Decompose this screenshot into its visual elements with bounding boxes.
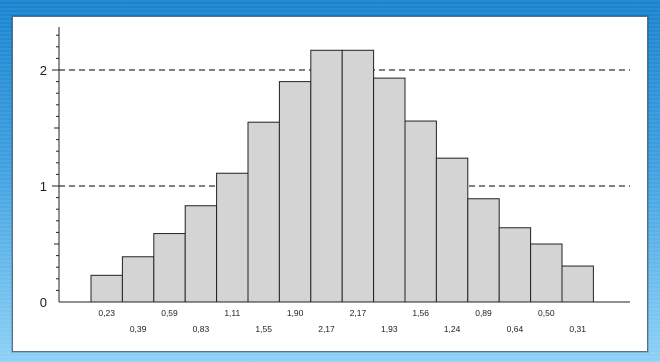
y-tick-label-1: 1 (40, 179, 47, 194)
bar-value-label-3: 0,83 (193, 324, 210, 334)
chart-panel: 0 1 2 0,23 0,39 0,59 0,83 1,11 1,55 1,90 2,17 2,17… (12, 16, 648, 352)
bar-value-label-14: 0,50 (538, 308, 555, 318)
y-tick-labels: 0 1 2 (40, 63, 47, 310)
bar-value-label-8: 2,17 (350, 308, 367, 318)
bar-13 (498, 227, 532, 303)
bar-5 (247, 121, 280, 303)
histogram-chart: 0 1 2 0,23 0,39 0,59 0,83 1,11 1,55 1,90 2,17 2,17… (40, 27, 630, 334)
bar-2 (153, 233, 186, 303)
bar-1 (121, 256, 155, 303)
bar-value-label-2: 0,59 (161, 308, 178, 318)
bar-value-label-1: 0,39 (130, 324, 147, 334)
bar-value-label-5: 1,55 (255, 324, 272, 334)
bars (90, 49, 594, 303)
bar-value-labels: 0,23 0,39 0,59 0,83 1,11 1,55 1,90 2,17 2,17 1,93… (98, 308, 586, 334)
bar-14 (530, 243, 563, 303)
bar-value-label-10: 1,56 (412, 308, 429, 318)
bar-3 (184, 205, 218, 303)
bar-value-label-6: 1,90 (287, 308, 304, 318)
bar-0 (90, 274, 123, 303)
bar-7 (310, 49, 343, 303)
bar-9 (373, 77, 406, 303)
y-tick-label-0: 0 (40, 295, 47, 310)
bar-value-label-11: 1,24 (444, 324, 461, 334)
bar-15 (561, 265, 594, 303)
bar-11 (435, 157, 469, 303)
bar-12 (467, 198, 500, 303)
bar-value-label-4: 1,11 (224, 308, 240, 318)
bar-value-label-15: 0,31 (569, 324, 586, 334)
bar-4 (216, 172, 249, 303)
bar-value-label-12: 0,89 (475, 308, 492, 318)
y-tick-label-2: 2 (40, 63, 47, 78)
bar-value-label-7: 2,17 (318, 324, 335, 334)
bar-value-label-9: 1,93 (381, 324, 398, 334)
bar-value-label-13: 0,64 (507, 324, 524, 334)
bar-value-label-0: 0,23 (98, 308, 115, 318)
bar-6 (278, 81, 312, 303)
axes (52, 27, 630, 303)
bar-8 (341, 49, 375, 303)
bar-10 (404, 120, 437, 303)
